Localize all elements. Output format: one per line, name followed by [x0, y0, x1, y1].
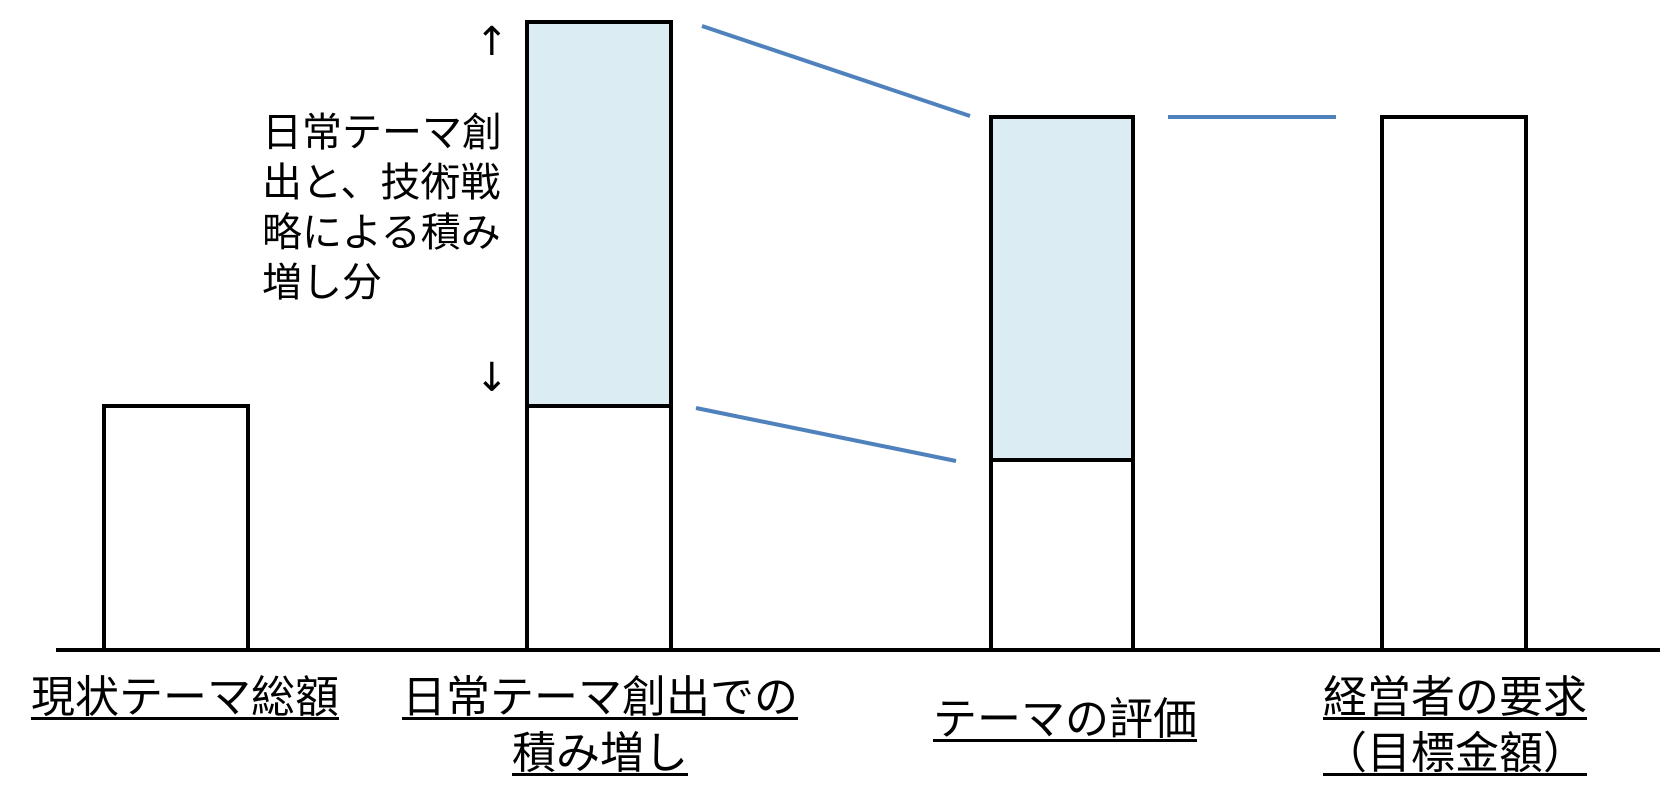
category-label-line: 現状テーマ総額	[31, 672, 339, 723]
category-label-line: 日常テーマ創出での	[402, 672, 798, 723]
category-label-line: 経営者の要求	[1323, 672, 1587, 723]
category-label-line: 積み増し	[512, 728, 688, 779]
bar-current-total	[102, 404, 250, 652]
category-label-daily-increment: 日常テーマ創出での 積み増し	[390, 670, 810, 782]
category-label-evaluation: テーマの評価	[900, 692, 1230, 748]
category-label-line: テーマの評価	[933, 694, 1197, 745]
category-label-current-total: 現状テーマ総額	[20, 670, 350, 726]
bar-management-target	[1380, 115, 1528, 652]
arrow-down-icon: ↓	[475, 355, 509, 401]
increment-annotation: 日常テーマ創 出と、技術戦 略による積み 増し分	[262, 110, 502, 306]
bar-evaluation-base	[989, 458, 1135, 652]
category-label-line: （目標金額）	[1323, 728, 1587, 779]
bar-daily-increment-base	[525, 404, 673, 652]
connector-top-2-3	[701, 24, 971, 118]
connector-bottom-2-3	[695, 406, 957, 463]
arrow-up-icon: ↑	[475, 19, 509, 65]
category-label-management-target: 経営者の要求 （目標金額）	[1290, 670, 1620, 782]
bar-evaluation-top	[989, 115, 1135, 462]
bar-daily-increment-top	[525, 20, 673, 408]
